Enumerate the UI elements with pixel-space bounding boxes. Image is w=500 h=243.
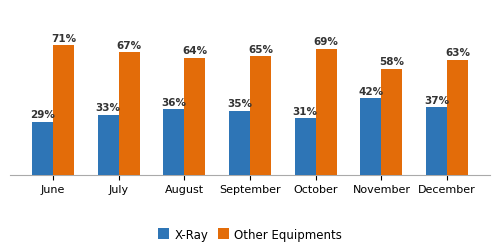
Legend: X-Ray, Other Equipments: X-Ray, Other Equipments: [153, 224, 347, 243]
Bar: [184, 58, 206, 175]
Bar: [32, 122, 53, 175]
Text: 36%: 36%: [162, 98, 186, 108]
Text: 37%: 37%: [424, 96, 449, 106]
Bar: [53, 45, 74, 175]
Bar: [250, 56, 271, 175]
Text: 71%: 71%: [51, 34, 76, 43]
Bar: [294, 118, 316, 175]
Bar: [382, 69, 402, 175]
Bar: [447, 60, 468, 175]
Text: 35%: 35%: [227, 99, 252, 109]
Text: 65%: 65%: [248, 44, 273, 55]
Bar: [316, 49, 336, 175]
Text: 63%: 63%: [445, 48, 470, 58]
Bar: [98, 115, 118, 175]
Text: 29%: 29%: [30, 110, 55, 121]
Text: 64%: 64%: [182, 46, 208, 56]
Text: 42%: 42%: [358, 87, 384, 97]
Bar: [426, 107, 447, 175]
Text: 67%: 67%: [116, 41, 141, 51]
Bar: [360, 98, 382, 175]
Text: 58%: 58%: [380, 57, 404, 67]
Text: 69%: 69%: [314, 37, 338, 47]
Bar: [164, 109, 184, 175]
Text: 33%: 33%: [96, 103, 120, 113]
Bar: [229, 111, 250, 175]
Bar: [118, 52, 140, 175]
Text: 31%: 31%: [292, 107, 318, 117]
